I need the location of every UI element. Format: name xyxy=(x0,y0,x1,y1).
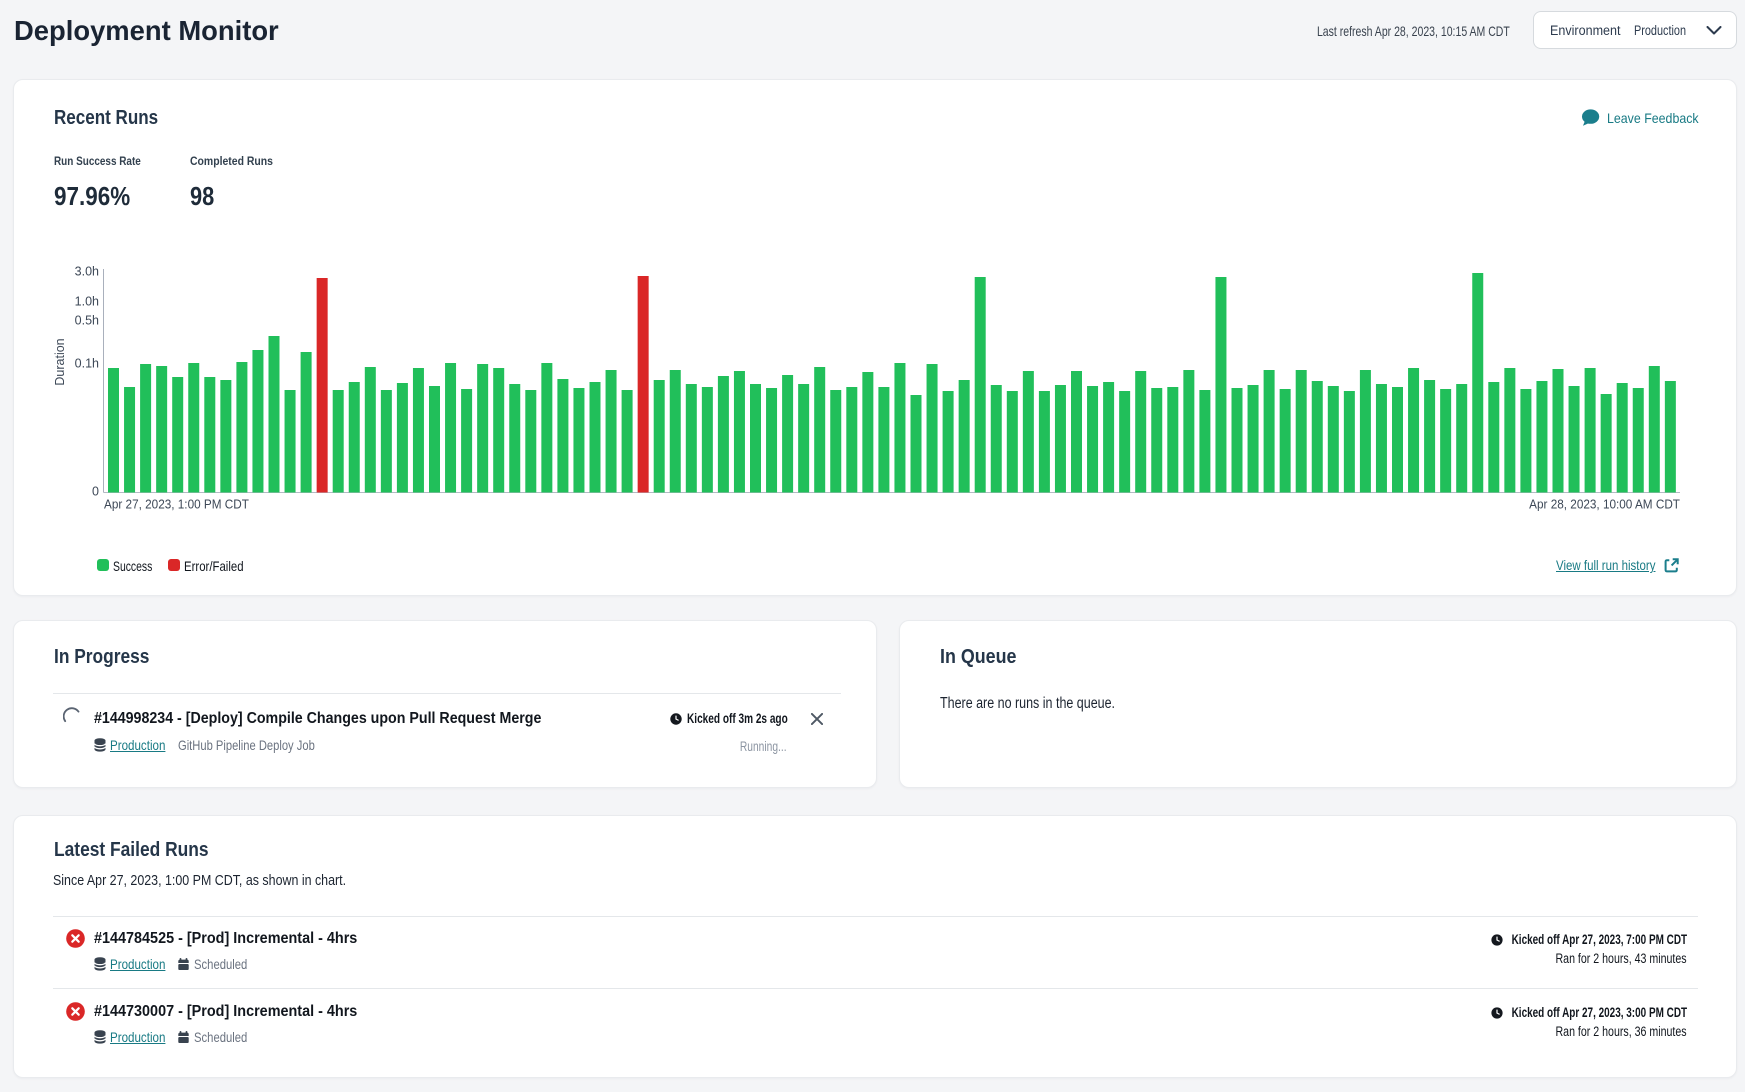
svg-text:1.0h: 1.0h xyxy=(75,295,99,309)
svg-text:0.5h: 0.5h xyxy=(75,314,99,328)
svg-text:0: 0 xyxy=(92,485,99,499)
svg-text:Duration: Duration xyxy=(53,338,67,385)
svg-text:Apr 27, 2023, 1:00 PM CDT: Apr 27, 2023, 1:00 PM CDT xyxy=(104,497,249,511)
svg-text:Apr 28, 2023, 10:00 AM CDT: Apr 28, 2023, 10:00 AM CDT xyxy=(1529,497,1680,511)
svg-text:0.1h: 0.1h xyxy=(75,357,99,371)
svg-text:3.0h: 3.0h xyxy=(75,265,99,279)
